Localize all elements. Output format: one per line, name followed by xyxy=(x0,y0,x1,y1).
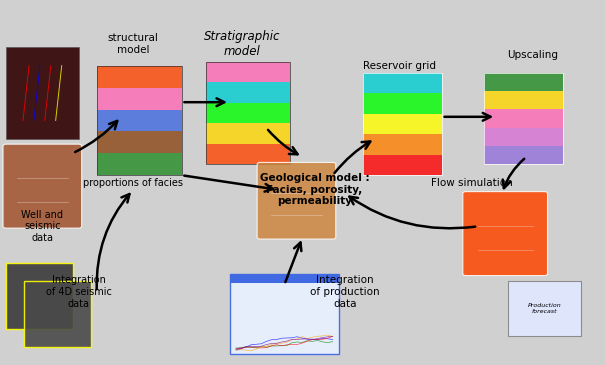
Bar xyxy=(97,66,182,175)
Text: structural
model: structural model xyxy=(108,33,159,55)
FancyBboxPatch shape xyxy=(257,162,336,239)
Text: Production
forecast: Production forecast xyxy=(528,303,561,314)
Bar xyxy=(206,103,290,123)
Bar xyxy=(484,146,563,164)
Bar xyxy=(484,73,563,164)
Text: Stratigraphic
model: Stratigraphic model xyxy=(204,30,280,58)
Bar xyxy=(484,128,563,146)
Bar xyxy=(206,82,290,103)
Bar xyxy=(363,73,442,175)
Bar xyxy=(206,123,290,144)
Bar xyxy=(97,110,182,131)
FancyBboxPatch shape xyxy=(3,144,82,228)
Text: proportions of facies: proportions of facies xyxy=(83,177,183,188)
Text: Upscaling: Upscaling xyxy=(507,50,558,60)
FancyBboxPatch shape xyxy=(463,192,548,276)
Text: Reservoir grid: Reservoir grid xyxy=(363,61,436,71)
Bar xyxy=(6,263,73,328)
Text: Flow simulation: Flow simulation xyxy=(431,177,513,188)
Bar xyxy=(206,62,290,164)
Bar xyxy=(97,66,182,88)
Bar xyxy=(484,91,563,110)
Bar xyxy=(484,73,563,91)
Text: Well and
seismic
data: Well and seismic data xyxy=(21,210,64,243)
Bar xyxy=(363,73,442,93)
Bar xyxy=(206,62,290,82)
Text: Integration
of 4D seismic
data: Integration of 4D seismic data xyxy=(46,276,111,308)
Bar xyxy=(24,281,91,347)
Bar xyxy=(363,114,442,134)
Bar xyxy=(363,155,442,175)
Text: Geological model :
Facies, porosity,
permeability: Geological model : Facies, porosity, per… xyxy=(260,173,370,206)
Bar xyxy=(6,47,79,139)
Bar xyxy=(363,134,442,155)
Bar xyxy=(484,110,563,128)
Bar xyxy=(508,281,581,336)
Bar xyxy=(230,274,339,354)
Bar xyxy=(363,93,442,114)
Bar xyxy=(230,274,339,283)
Bar xyxy=(97,131,182,153)
Bar xyxy=(97,88,182,110)
Bar xyxy=(97,153,182,175)
Bar xyxy=(206,144,290,164)
Text: Integration
of production
data: Integration of production data xyxy=(310,276,380,308)
